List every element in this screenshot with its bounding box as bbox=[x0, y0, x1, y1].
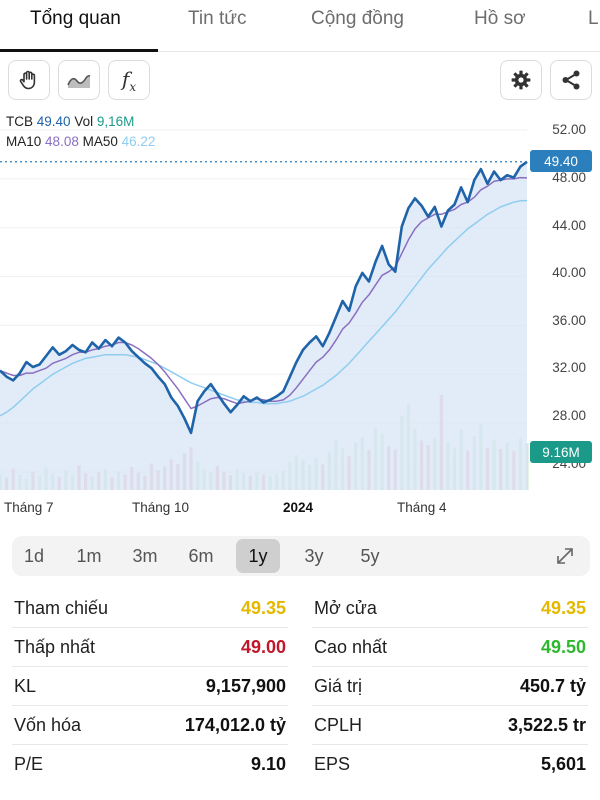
stat-value: 49.35 bbox=[540, 598, 586, 618]
stat-value: 9,157,900 bbox=[205, 676, 286, 696]
x-tick-label: Tháng 10 bbox=[132, 500, 190, 515]
price-line bbox=[0, 160, 528, 435]
range-5y-button[interactable]: 5y bbox=[360, 545, 380, 566]
tab-bar: Tổng quan Tin tức Cộng đồng Hồ sơ L bbox=[0, 0, 600, 52]
draw-tool-button[interactable] bbox=[8, 60, 50, 100]
legend-vol: 9,16M bbox=[96, 114, 135, 129]
stat-label: Giá trị bbox=[314, 676, 363, 696]
hand-icon bbox=[19, 70, 36, 90]
tab-community[interactable]: Cộng đồng bbox=[311, 8, 404, 29]
stat-label: Thấp nhất bbox=[14, 637, 96, 657]
stat-value: 49.00 bbox=[240, 637, 286, 657]
range-3y-button[interactable]: 3y bbox=[304, 545, 324, 566]
function-sub: x bbox=[129, 79, 137, 94]
stat-eps: EPS 5,601 bbox=[312, 745, 588, 784]
stat-label: EPS bbox=[314, 754, 351, 774]
stat-volume: KL 9,157,900 bbox=[12, 667, 288, 706]
y-tick-label: 36.00 bbox=[552, 313, 586, 328]
stat-open: Mở cửa 49.35 bbox=[312, 589, 588, 628]
stat-value: 5,601 bbox=[540, 754, 586, 774]
y-tick-label: 48.00 bbox=[552, 170, 586, 185]
stat-label: KL bbox=[14, 676, 37, 696]
fullscreen-button[interactable] bbox=[550, 541, 580, 571]
stat-pe: P/E 9.10 bbox=[12, 745, 288, 784]
y-tick-label: 40.00 bbox=[552, 265, 586, 280]
y-tick-label: 52.00 bbox=[552, 122, 586, 137]
range-1y-button[interactable]: 1y bbox=[236, 539, 280, 573]
y-tick-label: 32.00 bbox=[552, 360, 586, 375]
stat-value: 9.10 bbox=[250, 754, 286, 774]
chart-type-button[interactable] bbox=[58, 60, 100, 100]
stat-value: 174,012.0 tỷ bbox=[184, 715, 286, 735]
stat-label: CPLH bbox=[314, 715, 363, 735]
legend-vol-label: Vol bbox=[74, 114, 94, 129]
legend-ma10-label: MA10 bbox=[6, 134, 42, 149]
last-volume-tag: 9.16M bbox=[530, 441, 592, 463]
indicator-button[interactable]: fx bbox=[108, 60, 150, 100]
ma10-line bbox=[0, 176, 528, 410]
stat-label: Vốn hóa bbox=[14, 715, 82, 735]
legend-ma10: 48.08 bbox=[45, 134, 79, 149]
x-tick-label: Tháng 7 bbox=[4, 500, 54, 515]
stat-reference: Tham chiếu 49.35 bbox=[12, 589, 288, 628]
expand-icon bbox=[557, 548, 573, 564]
stat-value: 450.7 tỷ bbox=[519, 676, 586, 696]
stat-label: Cao nhất bbox=[314, 637, 388, 657]
tab-more[interactable]: L bbox=[588, 8, 599, 29]
legend-symbol: TCB bbox=[6, 114, 33, 129]
stat-shares-outstanding: CPLH 3,522.5 tr bbox=[312, 706, 588, 745]
function-icon: fx bbox=[122, 67, 136, 94]
share-button[interactable] bbox=[550, 60, 592, 100]
range-selector: 1d 1m 3m 6m 1y 3y 5y bbox=[12, 536, 590, 576]
y-tick-label: 28.00 bbox=[552, 408, 586, 423]
stat-market-cap: Vốn hóa 174,012.0 tỷ bbox=[12, 706, 288, 745]
tab-overview[interactable]: Tổng quan bbox=[30, 8, 121, 29]
stat-value: 3,522.5 tr bbox=[507, 715, 586, 735]
stat-label: Tham chiếu bbox=[14, 598, 109, 618]
function-glyph: f bbox=[121, 66, 130, 91]
x-tick-label: 2024 bbox=[283, 500, 314, 515]
chart-canvas bbox=[0, 129, 530, 491]
last-price-tag: 49.40 bbox=[530, 150, 592, 172]
range-6m-button[interactable]: 6m bbox=[188, 545, 214, 566]
tab-news[interactable]: Tin tức bbox=[188, 8, 247, 29]
range-3m-button[interactable]: 3m bbox=[132, 545, 158, 566]
share-icon bbox=[562, 70, 580, 90]
active-tab-indicator bbox=[0, 49, 158, 52]
legend-price-row: TCB 49.40 Vol 9,16M bbox=[6, 114, 134, 129]
legend-price: 49.40 bbox=[36, 114, 71, 129]
range-1d-button[interactable]: 1d bbox=[23, 545, 45, 566]
stat-low: Thấp nhất 49.00 bbox=[12, 628, 288, 667]
legend-ma50-label: MA50 bbox=[82, 134, 118, 149]
price-chart[interactable]: TCB 49.40 Vol 9,16M MA10 48.08 MA50 46.2… bbox=[0, 108, 600, 520]
legend-ma-row: MA10 48.08 MA50 46.22 bbox=[6, 134, 155, 149]
y-tick-label: 44.00 bbox=[552, 218, 586, 233]
stat-value: 49.50 bbox=[540, 637, 586, 657]
range-1m-button[interactable]: 1m bbox=[76, 545, 102, 566]
stat-value-traded: Giá trị 450.7 tỷ bbox=[312, 667, 588, 706]
legend-ma50: 46.22 bbox=[121, 134, 156, 149]
price-area bbox=[0, 161, 527, 491]
settings-button[interactable] bbox=[500, 60, 542, 100]
gear-icon bbox=[511, 70, 531, 90]
stat-high: Cao nhất 49.50 bbox=[312, 628, 588, 667]
stat-label: P/E bbox=[14, 754, 44, 774]
x-tick-label: Tháng 4 bbox=[397, 500, 447, 515]
tab-profile[interactable]: Hồ sơ bbox=[474, 8, 526, 29]
stat-label: Mở cửa bbox=[314, 598, 377, 618]
line-chart-icon bbox=[67, 75, 91, 88]
stat-value: 49.35 bbox=[240, 598, 286, 618]
